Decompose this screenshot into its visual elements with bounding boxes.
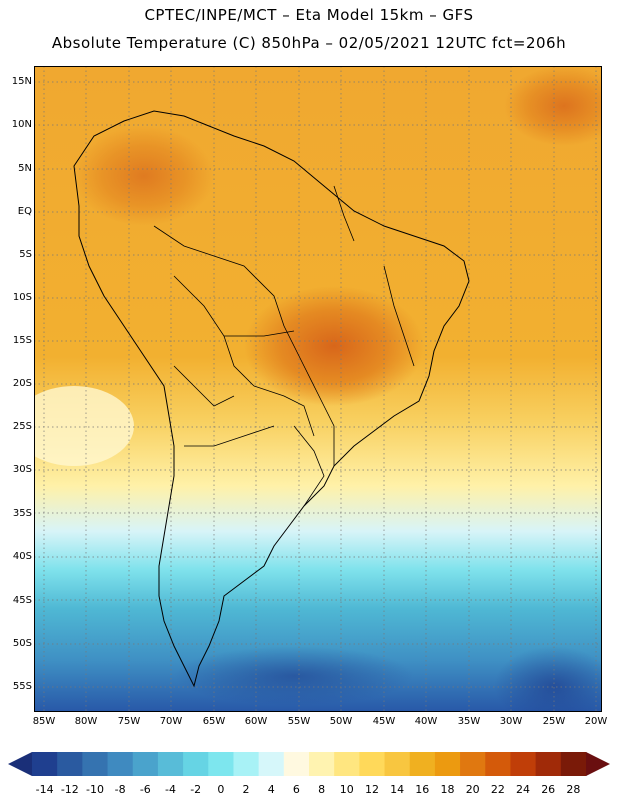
colorbar-label: 20: [465, 783, 480, 796]
lat-label-5n: 5N: [18, 163, 32, 174]
lat-label-10n: 10N: [11, 119, 32, 130]
lat-label-45s: 45S: [12, 595, 32, 606]
cool-area-west: [34, 386, 134, 466]
cold-area-south: [174, 646, 414, 706]
lat-label-20s: 20S: [12, 378, 32, 389]
lon-label-40w: 40W: [414, 716, 438, 727]
colorbar-label: -14: [35, 783, 54, 796]
colorbar-label: 24: [516, 783, 530, 796]
colorbar-swatch: [132, 752, 159, 776]
colorbar-swatch: [57, 752, 83, 776]
title-line-1: CPTEC/INPE/MCT – Eta Model 15km – GFS: [144, 6, 474, 24]
colorbar-label: 4: [267, 783, 275, 796]
lon-label-30w: 30W: [499, 716, 523, 727]
colorbar-label: -12: [60, 783, 79, 796]
colorbar-swatch: [460, 752, 486, 776]
colorbar-label: 22: [490, 783, 505, 796]
colorbar-label: 10: [339, 783, 354, 796]
colorbar-swatch: [107, 752, 134, 776]
lon-label-50w: 50W: [329, 716, 353, 727]
colorbar-swatch: [510, 752, 537, 776]
title-line-2: Absolute Temperature (C) 850hPa – 02/05/…: [51, 34, 567, 52]
colorbar-label: -8: [114, 783, 126, 796]
colorbar-swatch: [233, 752, 260, 776]
colorbar-label: -4: [165, 783, 176, 796]
lat-label-eq: EQ: [17, 206, 32, 217]
colorbar-label: 18: [440, 783, 455, 796]
colorbar-label: -2: [190, 783, 202, 796]
colorbar-swatch: [309, 752, 335, 776]
cold-area-southeast: [494, 646, 602, 712]
lon-label-65w: 65W: [202, 716, 226, 727]
lon-label-60w: 60W: [244, 716, 268, 727]
colorbar-label: 26: [541, 783, 556, 796]
map-border: [34, 66, 602, 712]
lat-label-35s: 35S: [12, 508, 32, 519]
colorbar-label: 0: [217, 783, 225, 796]
lat-label-15n: 15N: [11, 76, 32, 87]
lat-label-10s: 10S: [12, 292, 32, 303]
lon-label-45w: 45W: [372, 716, 396, 727]
warm-area-north: [74, 126, 214, 226]
colorbar-swatch: [359, 752, 386, 776]
lon-label-70w: 70W: [159, 716, 183, 727]
colorbar-swatch: [208, 752, 234, 776]
lat-label-5s: 5S: [19, 249, 32, 260]
colorbar-label: 6: [292, 783, 300, 796]
lat-label-30s: 30S: [12, 464, 32, 475]
colorbar-swatch: [535, 752, 562, 776]
colorbar-label: 16: [415, 783, 430, 796]
south-america-coastline: [73, 110, 470, 688]
country-borders: [153, 185, 415, 507]
lon-label-75w: 75W: [117, 716, 141, 727]
colorbar-label: 2: [242, 783, 250, 796]
colorbar-swatch: [32, 752, 58, 776]
lat-label-40s: 40S: [12, 551, 32, 562]
lon-label-20w: 20W: [584, 716, 608, 727]
lat-label-50s: 50S: [12, 638, 32, 649]
colorbar-swatch: [434, 752, 461, 776]
colorbar-label: 12: [365, 783, 379, 796]
colorbar-high-arrow: [586, 752, 610, 776]
lat-label-15s: 15S: [12, 335, 32, 346]
colorbar-label: 14: [390, 783, 405, 796]
colorbar-label: -6: [139, 783, 151, 796]
colorbar-swatch: [384, 752, 411, 776]
lat-label-55s: 55S: [12, 681, 32, 692]
colorbar-label: 8: [318, 783, 326, 796]
colorbar-swatch: [485, 752, 511, 776]
lon-label-80w: 80W: [74, 716, 98, 727]
colorbar-label: 28: [566, 783, 581, 796]
lon-label-85w: 85W: [32, 716, 56, 727]
colorbar-swatch: [258, 752, 285, 776]
temperature-map: [34, 66, 602, 712]
colorbar-swatch: [283, 752, 310, 776]
warm-area-ne: [504, 66, 602, 146]
graticule: [34, 66, 602, 712]
lon-label-35w: 35W: [457, 716, 481, 727]
colorbar: [8, 752, 610, 776]
warm-area-central: [244, 286, 424, 406]
colorbar-swatch: [157, 752, 184, 776]
lon-label-55w: 55W: [287, 716, 311, 727]
colorbar-low-arrow: [8, 752, 32, 776]
lon-label-25w: 25W: [542, 716, 566, 727]
colorbar-swatch: [560, 752, 587, 776]
colorbar-swatch: [183, 752, 209, 776]
colorbar-swatches: [32, 752, 587, 776]
lat-label-25s: 25S: [12, 421, 32, 432]
colorbar-swatch: [409, 752, 436, 776]
colorbar-label: -10: [86, 783, 104, 796]
colorbar-swatch: [334, 752, 360, 776]
colorbar-swatch: [82, 752, 109, 776]
